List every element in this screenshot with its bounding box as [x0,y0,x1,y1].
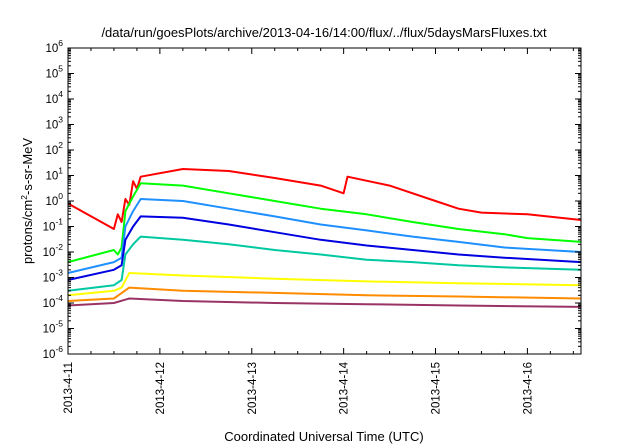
y-axis-label-pre: protons/cm [20,200,35,264]
y-tick-label: 100 [45,191,63,208]
y-tick-base: 10 [43,273,56,285]
y-tick-base: 10 [45,120,58,132]
y-tick-exponent: -6 [55,344,63,354]
y-tick-exponent: 2 [58,140,63,150]
y-tick-base: 10 [43,247,56,259]
y-tick-label: 102 [45,140,63,157]
y-tick-base: 10 [43,349,56,361]
y-tick-exponent: 4 [58,89,63,99]
y-axis-label-sup: 2 [19,195,29,200]
series-line-3 [67,198,582,274]
series-line-7 [67,286,582,302]
series-line-2 [67,182,582,264]
x-tick-label: 2013-4-15 [431,362,443,414]
x-axis-label: Coordinated Universal Time (UTC) [224,429,423,444]
y-axis: 10-610-510-410-310-210-11001011021031041… [43,38,581,361]
series-line-8 [67,297,582,308]
y-tick-label: 10-5 [43,319,64,336]
y-tick-label: 106 [45,38,63,55]
y-tick-label: 10-1 [43,217,64,234]
y-tick-exponent: 1 [58,166,63,176]
y-axis-label-post: -s-sr-MeV [20,138,35,195]
y-tick-exponent: 6 [58,38,63,48]
y-tick-exponent: 0 [58,191,63,201]
x-tick-label: 2013-4-11 [63,362,75,414]
x-axis: 2013-4-11 2013-4-12 2013-4-13 2013-4-14 2013… [63,48,574,414]
series-line-6 [67,272,582,297]
y-tick-label: 10-6 [43,344,64,361]
y-tick-exponent: -5 [55,319,63,329]
series-layer [67,168,582,308]
y-tick-label: 10-3 [43,268,64,285]
y-tick-label: 104 [45,89,63,106]
series-line-5 [67,235,582,292]
y-tick-base: 10 [43,324,56,336]
x-tick-label: 2013-4-13 [247,362,259,414]
y-tick-label: 10-2 [43,242,64,259]
series-line-1 [67,168,582,230]
y-axis-label: protons/cm2-s-sr-MeV [19,138,35,264]
y-tick-label: 105 [45,64,63,81]
y-tick-exponent: 3 [58,115,63,125]
y-tick-base: 10 [45,94,58,106]
x-tick-label: 2013-4-12 [155,362,167,414]
x-tick-label: 2013-4-14 [339,361,351,414]
y-tick-exponent: -2 [55,242,63,252]
y-tick-exponent: -1 [55,217,63,227]
x-tick-label: 2013-4-16 [522,362,534,414]
y-tick-base: 10 [43,298,56,310]
y-tick-exponent: -4 [55,293,63,303]
plot-frame [67,47,582,355]
y-tick-base: 10 [45,196,58,208]
y-tick-base: 10 [43,222,56,234]
y-tick-exponent: -3 [55,268,63,278]
series-line-4 [67,215,582,281]
chart-title: /data/run/goesPlots/archive/2013-04-16/1… [101,25,547,40]
y-tick-base: 10 [45,171,58,183]
y-tick-label: 101 [45,166,63,183]
y-tick-exponent: 5 [58,64,63,74]
y-tick-base: 10 [45,69,58,81]
y-tick-label: 10-4 [43,293,64,310]
y-tick-label: 103 [45,115,63,132]
y-tick-base: 10 [45,145,58,157]
y-tick-base: 10 [45,43,58,55]
